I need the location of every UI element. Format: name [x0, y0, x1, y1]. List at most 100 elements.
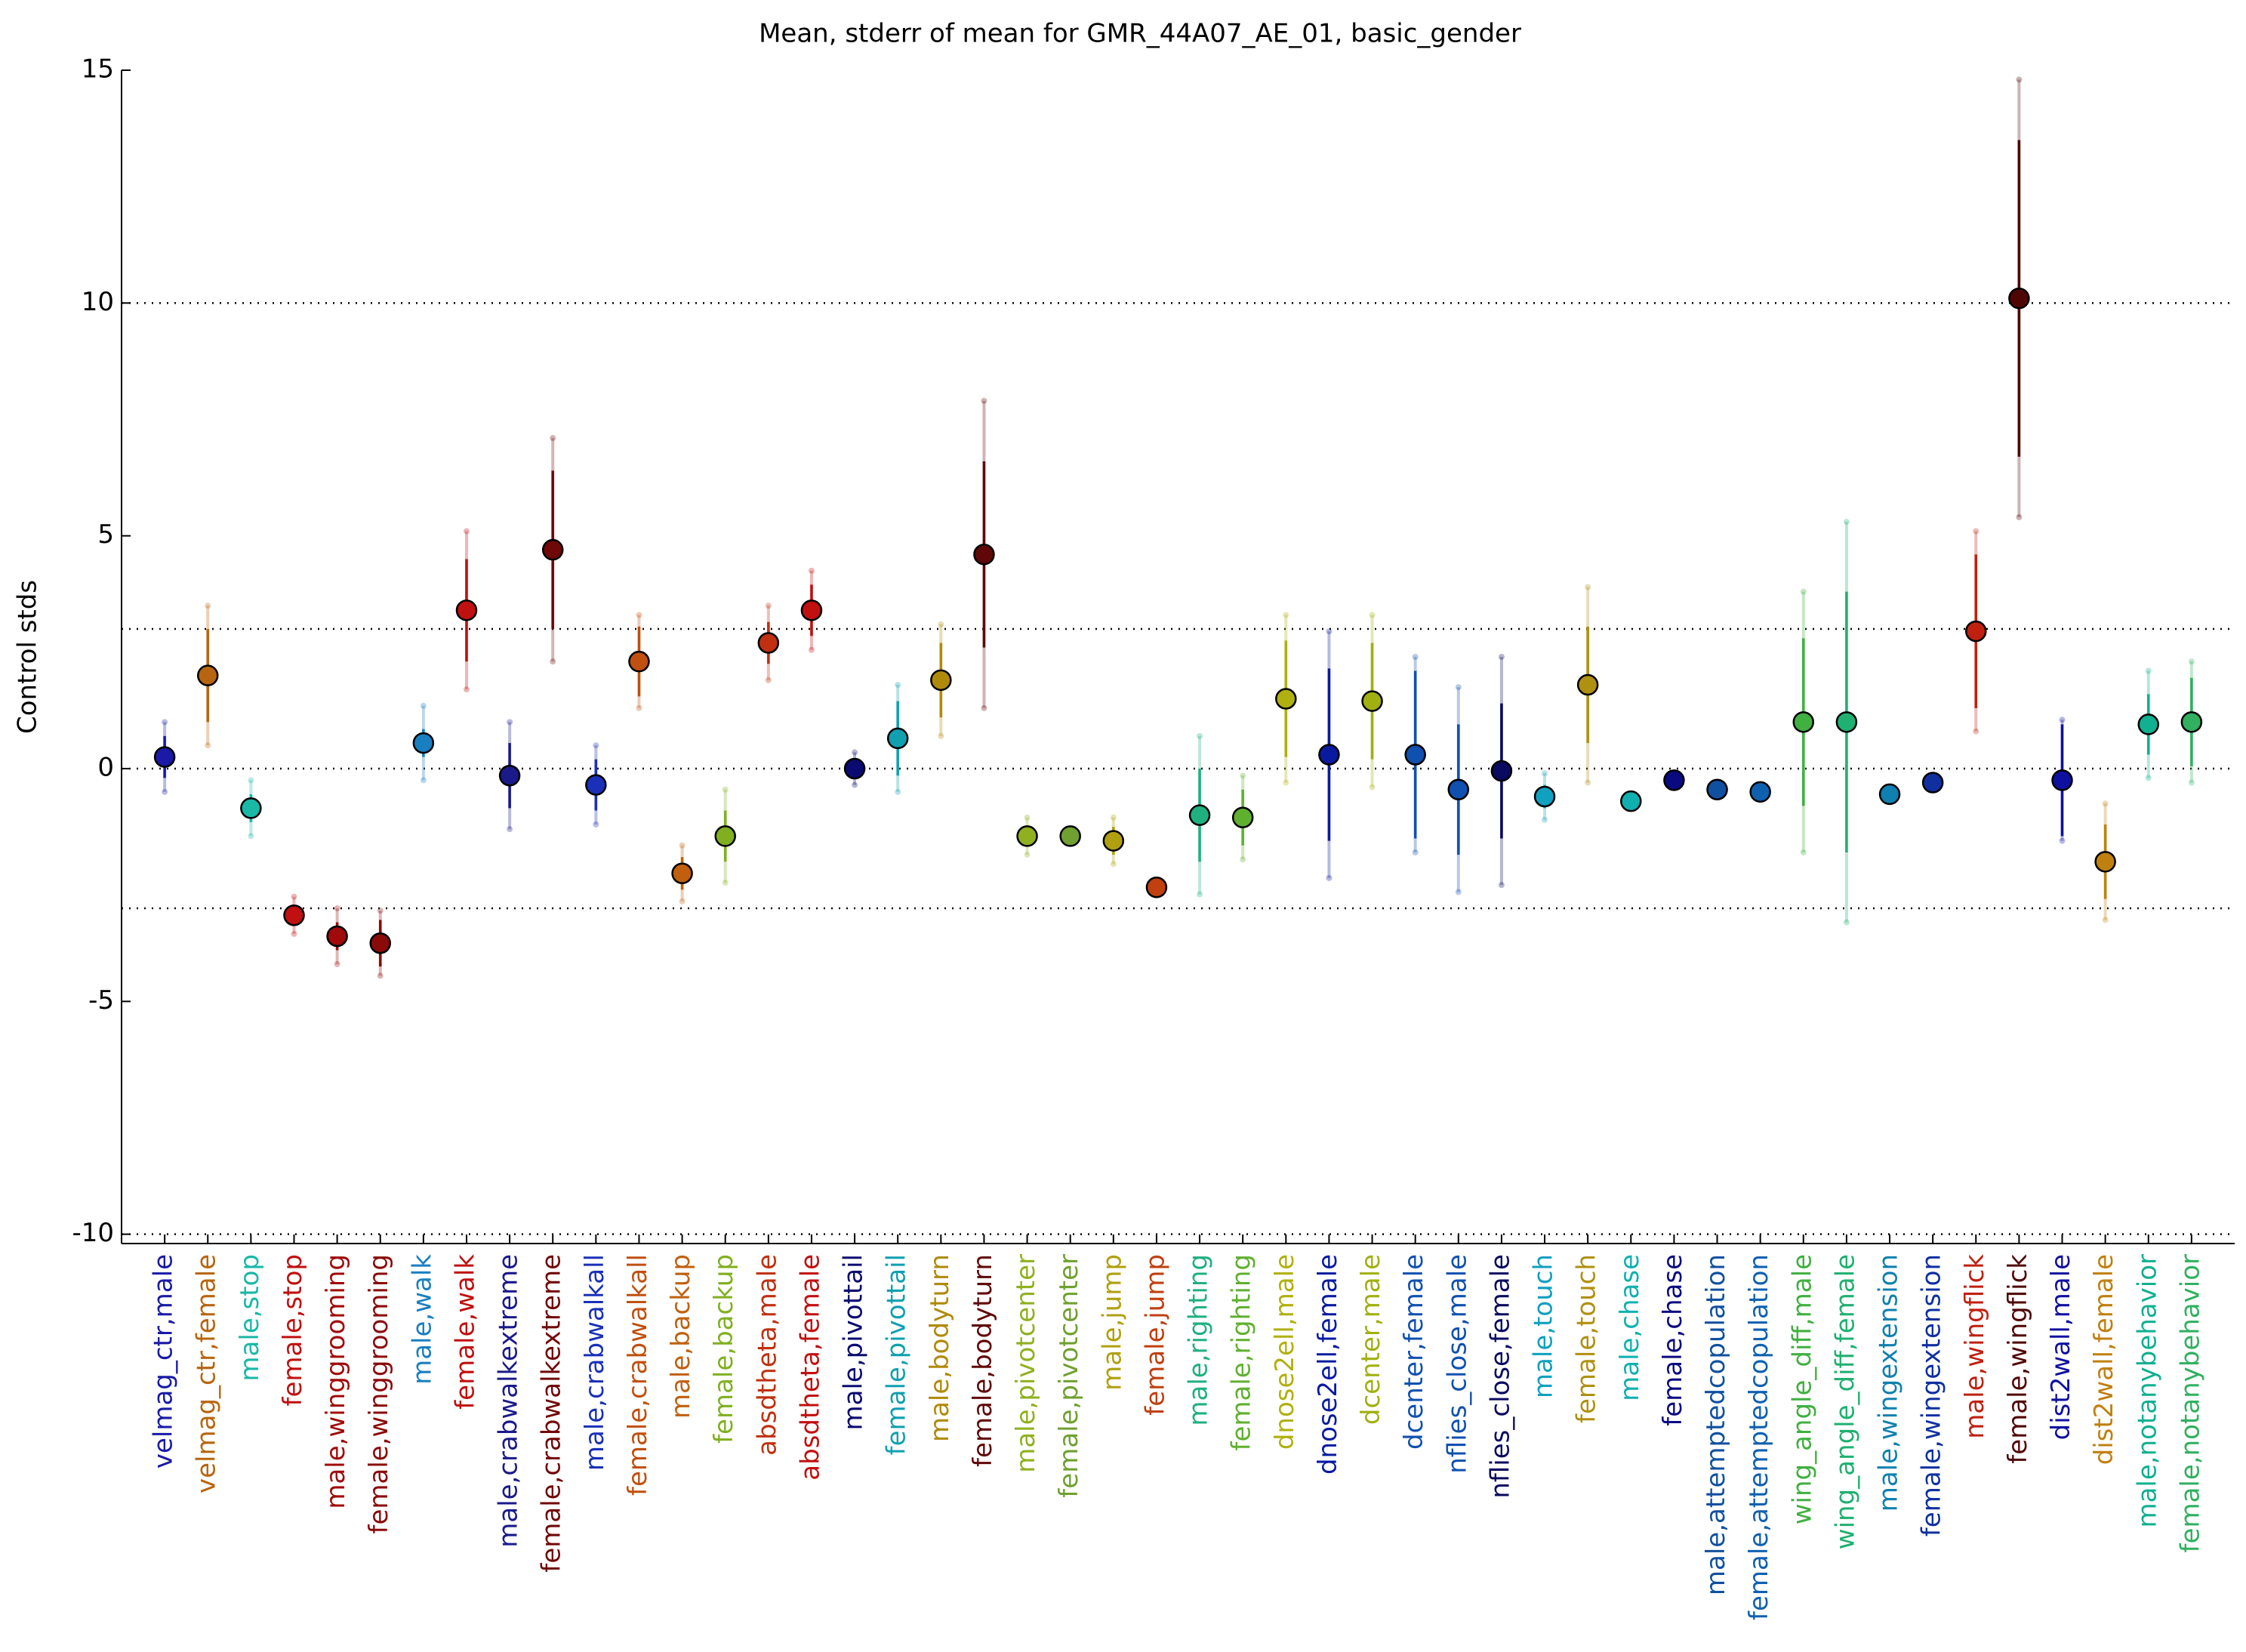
spread-end: [1843, 919, 1850, 926]
spread-end: [895, 682, 901, 688]
spread-end: [2016, 76, 2023, 83]
spread-end: [1542, 770, 1548, 777]
spread-end: [679, 842, 686, 849]
mean-marker: [1576, 673, 1599, 696]
spread-end: [808, 646, 815, 653]
spread-end: [2102, 800, 2109, 807]
mean-marker: [412, 732, 435, 754]
x-tick-label: female,pivottail: [882, 1254, 912, 1455]
mean-marker: [1404, 744, 1426, 766]
x-tick-label: male,notanybehavior: [2132, 1254, 2162, 1528]
spread-end: [1800, 849, 1807, 855]
spread-end: [1412, 849, 1419, 855]
spread-end: [377, 972, 384, 979]
mean-marker: [1490, 760, 1513, 782]
x-tick-label: male,walk: [407, 1254, 437, 1385]
spread-end: [1197, 732, 1203, 739]
mean-marker: [1921, 772, 1944, 794]
x-tick-label: male,wingflick: [1960, 1254, 1990, 1439]
x-tick-label: male,attemptedcopulation: [1701, 1254, 1731, 1595]
x-tick-label: velmag_ctr,female: [192, 1254, 222, 1493]
mean-marker: [2180, 711, 2203, 733]
mean-marker: [930, 669, 952, 692]
spread-end: [1369, 612, 1376, 618]
spread-end: [765, 677, 772, 683]
x-tick-label: male,touch: [1529, 1254, 1559, 1398]
x-tick-label: male,jump: [1097, 1254, 1127, 1391]
x-tick-label: nflies_close,male: [1442, 1254, 1472, 1474]
spread-end: [1973, 728, 1979, 735]
y-tick-label: -10: [72, 1218, 114, 1248]
spread-end: [808, 567, 815, 574]
mean-marker: [1102, 830, 1125, 852]
mean-marker: [1878, 783, 1901, 806]
mean-marker: [1016, 825, 1038, 847]
x-tick-label: female,stop: [278, 1254, 308, 1406]
spread-end: [593, 742, 599, 749]
mean-marker: [1749, 781, 1771, 803]
spread-end: [1024, 852, 1031, 858]
mean-marker: [2094, 851, 2116, 873]
mean-marker: [671, 862, 693, 884]
spread-end: [1412, 654, 1419, 660]
spread-end: [722, 880, 729, 886]
spread-end: [1197, 891, 1203, 898]
spread-end: [852, 781, 858, 788]
x-tick-label: male,winggrooming: [321, 1254, 351, 1509]
spread-end: [162, 788, 168, 795]
spread-end: [1973, 528, 1979, 535]
mean-marker: [326, 925, 348, 948]
x-tick-label: male,bodyturn: [925, 1254, 955, 1442]
mean-marker: [1145, 877, 1168, 898]
spread-end: [1542, 816, 1548, 823]
x-tick-label: female,wingextension: [1917, 1254, 1947, 1536]
mean-marker: [1835, 711, 1858, 733]
spread-end: [1240, 772, 1246, 779]
x-tick-label: wing_angle_diff,female: [1830, 1254, 1860, 1549]
x-tick-label: female,wingflick: [2003, 1254, 2033, 1464]
mean-marker: [455, 599, 478, 621]
spread-end: [1240, 856, 1246, 863]
x-tick-label: male,crabwalkall: [580, 1254, 610, 1471]
spread-end: [765, 603, 772, 609]
spread-end: [205, 742, 211, 749]
mean-marker: [1361, 690, 1383, 712]
spread-end: [2145, 667, 2152, 674]
x-tick-label: absdtheta,male: [752, 1254, 782, 1456]
spread-end: [636, 612, 642, 618]
spread-end: [1800, 588, 1807, 595]
mean-marker: [757, 632, 780, 654]
x-tick-label: dist2wall,male: [2046, 1254, 2076, 1440]
mean-marker: [1533, 785, 1556, 808]
spread-end: [1585, 584, 1591, 590]
spread-end: [1110, 814, 1117, 821]
spread-end: [291, 893, 297, 900]
mean-marker: [2051, 769, 2073, 791]
x-tick-label: female,touch: [1572, 1254, 1602, 1423]
x-tick-label: velmag_ctr,male: [149, 1254, 179, 1469]
y-axis-label: Control stds: [13, 580, 43, 734]
spread-end: [248, 777, 254, 784]
x-tick-label: male,wingextension: [1874, 1254, 1904, 1512]
mean-marker: [498, 765, 521, 787]
x-tick-label: wing_angle_diff,male: [1787, 1254, 1817, 1524]
spread-end: [1283, 612, 1289, 618]
spread-end: [1326, 628, 1333, 635]
mean-marker: [1188, 804, 1211, 826]
x-tick-label: female,pivotcenter: [1054, 1254, 1084, 1498]
spread-end: [2059, 717, 2066, 723]
x-tick-label: male,backup: [666, 1254, 696, 1419]
x-tick-label: female,jump: [1140, 1254, 1170, 1416]
mean-marker: [1059, 825, 1081, 847]
chart-title: Mean, stderr of mean for GMR_44A07_AE_01…: [759, 19, 1521, 49]
spread-end: [593, 821, 599, 828]
spread-end: [2016, 514, 2023, 520]
x-tick-label: male,crabwalkextreme: [494, 1254, 524, 1548]
spread-end: [722, 786, 729, 793]
spread-end: [1843, 519, 1850, 525]
mean-marker: [2008, 287, 2030, 310]
x-tick-label: dcenter,male: [1356, 1254, 1386, 1425]
spread-end: [1498, 882, 1505, 889]
y-tick-label: 5: [97, 519, 114, 550]
